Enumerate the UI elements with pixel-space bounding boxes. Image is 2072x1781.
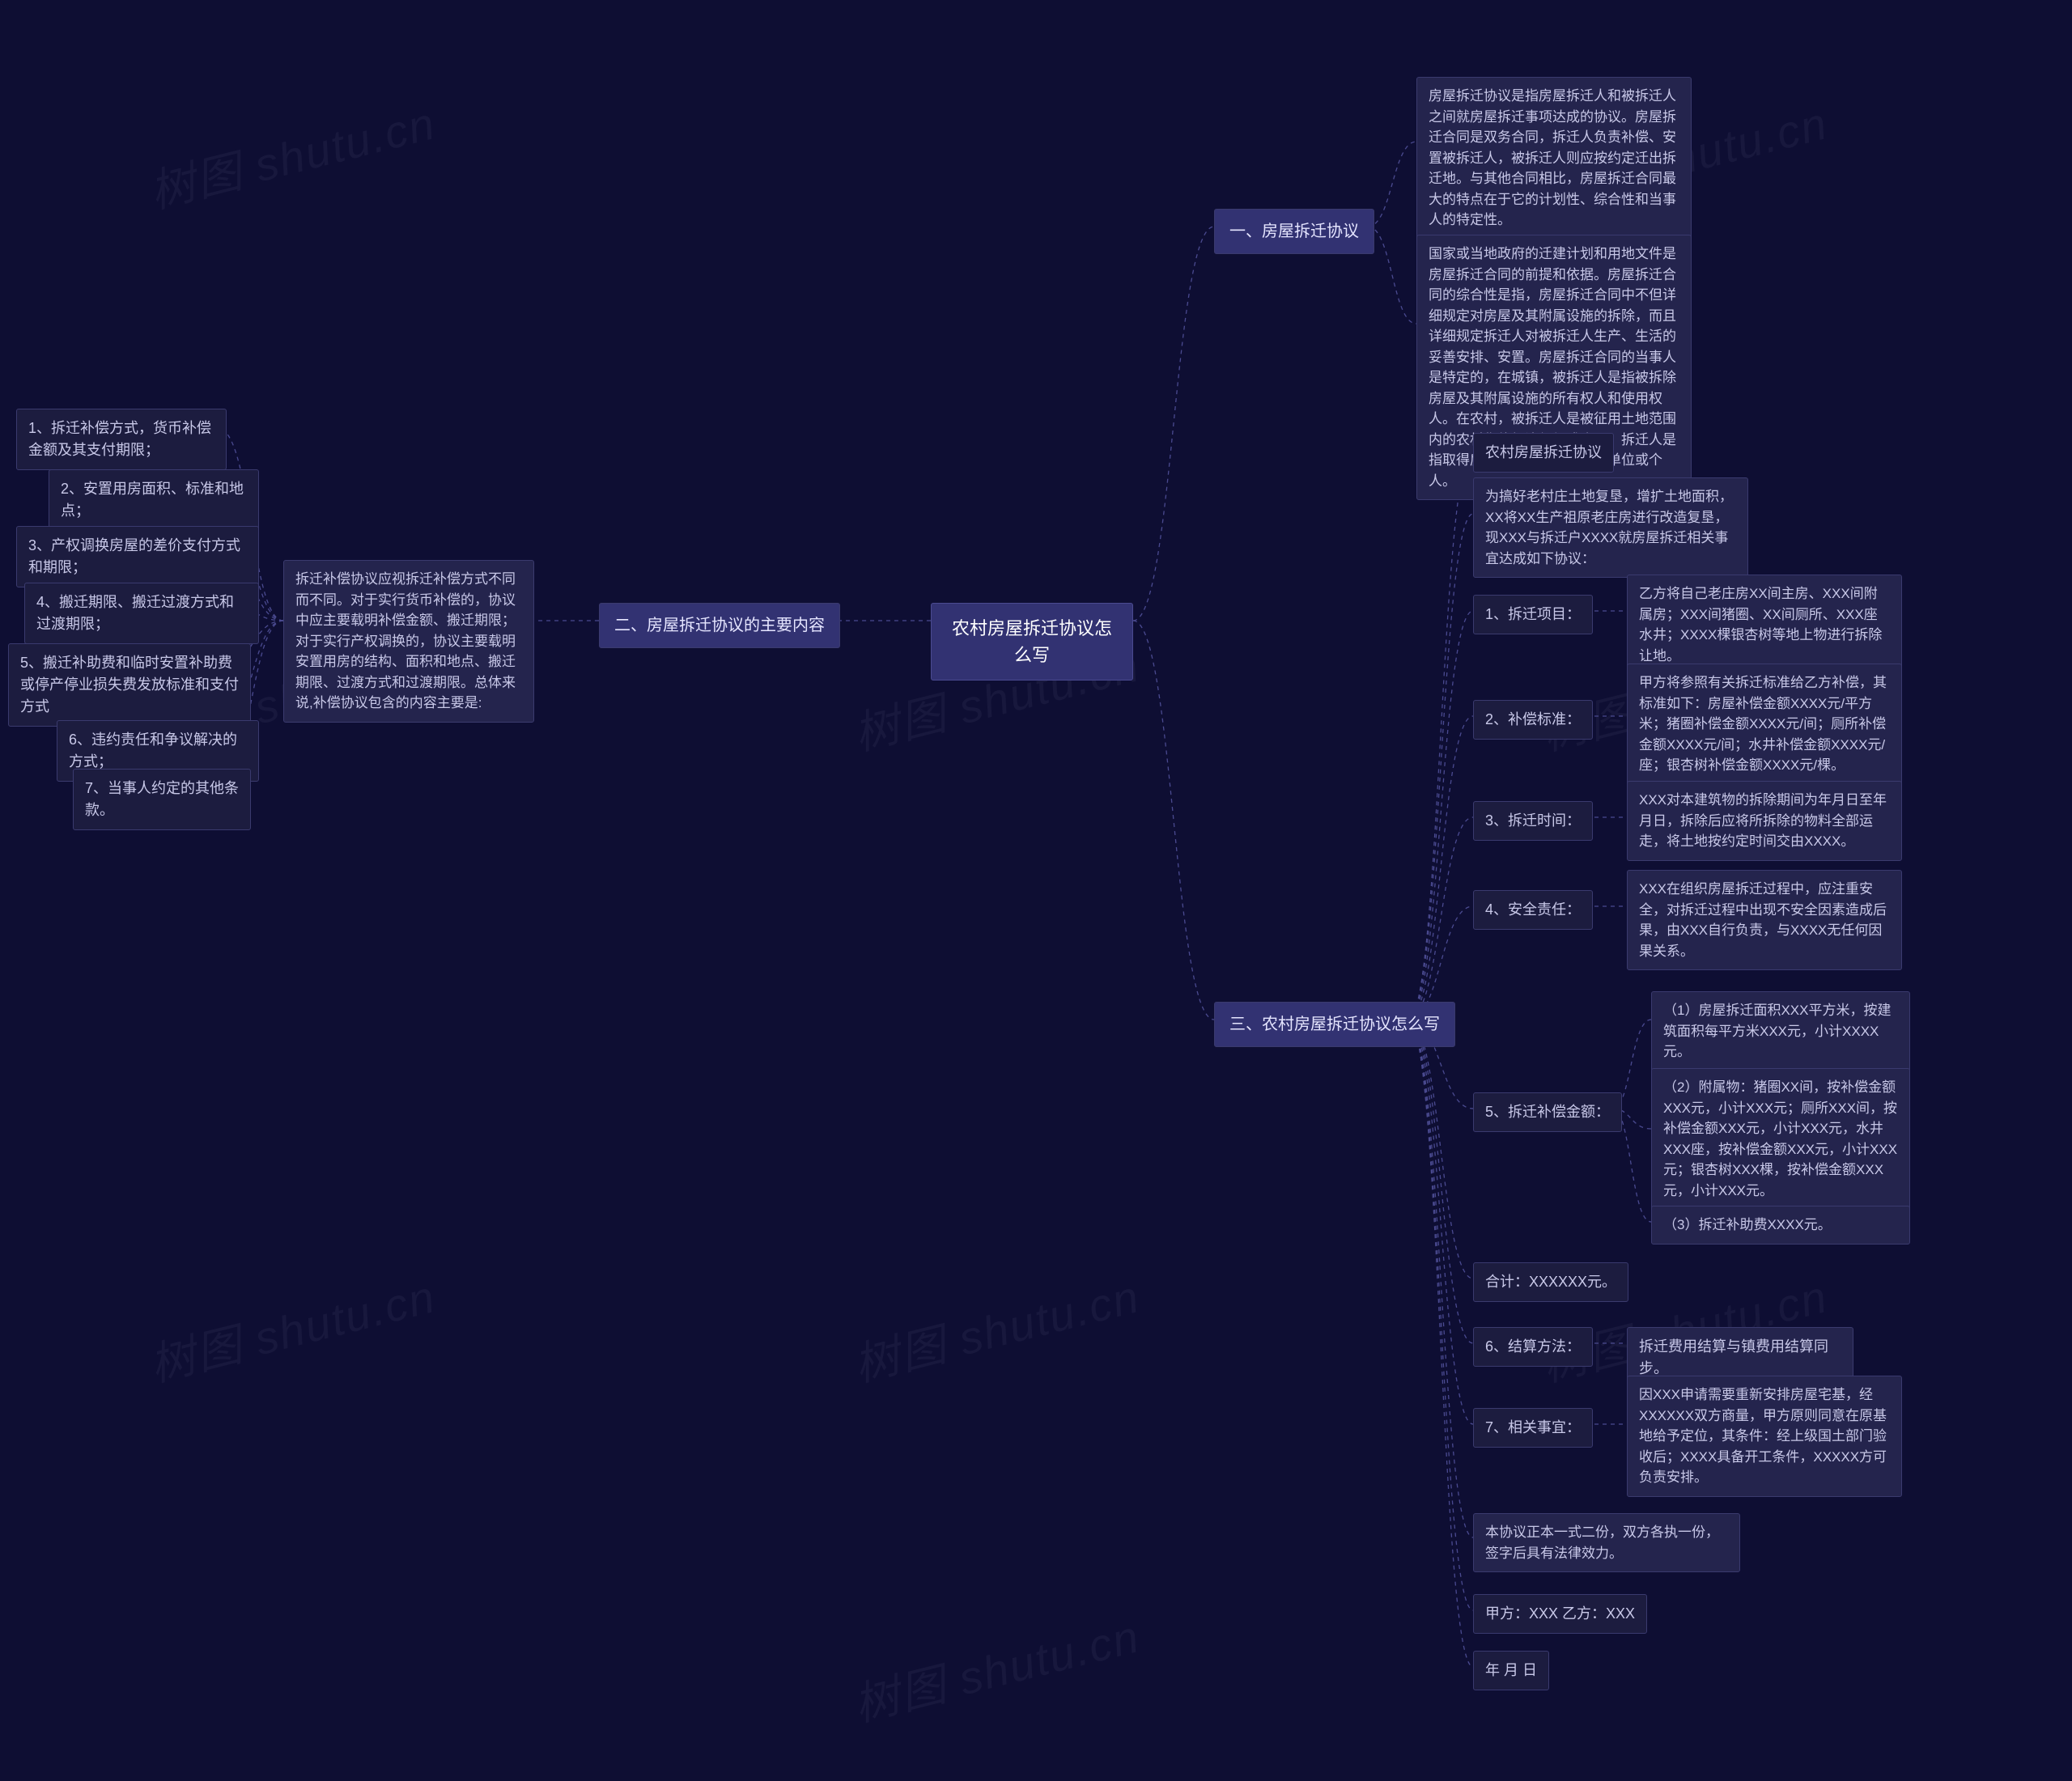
b3-title: 农村房屋拆迁协议 [1473,433,1614,473]
b3-n4-text: XXX在组织房屋拆迁过程中，应注重安全，对拆迁过程中出现不安全因素造成后果，由X… [1627,870,1902,970]
branch-1: 一、房屋拆迁协议 [1214,209,1374,254]
b2-intro: 拆迁补偿协议应视拆迁补偿方式不同而不同。对于实行货币补偿的，协议中应主要载明补偿… [283,560,534,723]
b3-n5-label: 5、拆迁补偿金额： [1473,1092,1622,1132]
b3-n3-text: XXX对本建筑物的拆除期间为年月日至年月日，拆除后应将所拆除的物料全部运走，将土… [1627,781,1902,861]
b2-i5: 5、搬迁补助费和临时安置补助费或停产停业损失费发放标准和支付方式 [8,643,251,727]
b3-preamble: 为搞好老村庄土地复垦，增扩土地面积，XX将XX生产祖原老庄房进行改造复垦，现XX… [1473,477,1748,578]
b3-n7-label: 7、相关事宜： [1473,1408,1593,1448]
b3-n5-c2: （2）附属物：猪圈XX间，按补偿金额XXX元，小计XXX元；厕所XXX间，按补偿… [1651,1068,1910,1210]
b2-i4: 4、搬迁期限、搬迁过渡方式和过渡期限； [24,583,259,644]
b2-i7: 7、当事人约定的其他条款。 [73,769,251,830]
watermark: 树图 shutu.cn [847,1601,1146,1735]
root-node: 农村房屋拆迁协议怎么写 [931,603,1133,681]
b3-n3-label: 3、拆迁时间： [1473,801,1593,841]
b1-p1: 房屋拆迁协议是指房屋拆迁人和被拆迁人之间就房屋拆迁事项达成的协议。房屋拆迁合同是… [1416,77,1692,240]
b3-n6-label: 6、结算方法： [1473,1327,1593,1367]
b3-n2-text: 甲方将参照有关拆迁标准给乙方补偿，其标准如下：房屋补偿金额XXXX元/平方米；猪… [1627,664,1902,785]
b3-n5-c1: （1）房屋拆迁面积XXX平方米，按建筑面积每平方米XXX元，小计XXXX元。 [1651,991,1910,1071]
b2-i1: 1、拆迁补偿方式，货币补偿金额及其支付期限； [16,409,227,470]
b3-n2-label: 2、补偿标准： [1473,700,1593,740]
branch-3: 三、农村房屋拆迁协议怎么写 [1214,1002,1455,1047]
b3-date: 年 月 日 [1473,1651,1549,1690]
b3-n7-text: 因XXX申请需要重新安排房屋宅基，经XXXXXX双方商量，甲方原则同意在原基地给… [1627,1376,1902,1497]
b3-sig: 甲方：XXX 乙方：XXX [1473,1594,1647,1634]
b3-n4-label: 4、安全责任： [1473,890,1593,930]
watermark: 树图 shutu.cn [142,1261,442,1395]
watermark: 树图 shutu.cn [142,87,442,222]
b3-n1-text: 乙方将自己老庄房XX间主房、XXX间附属房；XXX间猪圈、XX间厕所、XXX座水… [1627,575,1902,675]
b2-i3: 3、产权调换房屋的差价支付方式和期限； [16,526,259,587]
b3-n1-label: 1、拆迁项目： [1473,595,1593,634]
b2-i2: 2、安置用房面积、标准和地点； [49,469,259,531]
b3-closing: 本协议正本一式二份，双方各执一份，签字后具有法律效力。 [1473,1513,1740,1572]
b3-total: 合计：XXXXXX元。 [1473,1262,1628,1302]
branch-2: 二、房屋拆迁协议的主要内容 [599,603,840,648]
b3-n5-c3: （3）拆迁补助费XXXX元。 [1651,1206,1910,1245]
watermark: 树图 shutu.cn [847,1261,1146,1395]
